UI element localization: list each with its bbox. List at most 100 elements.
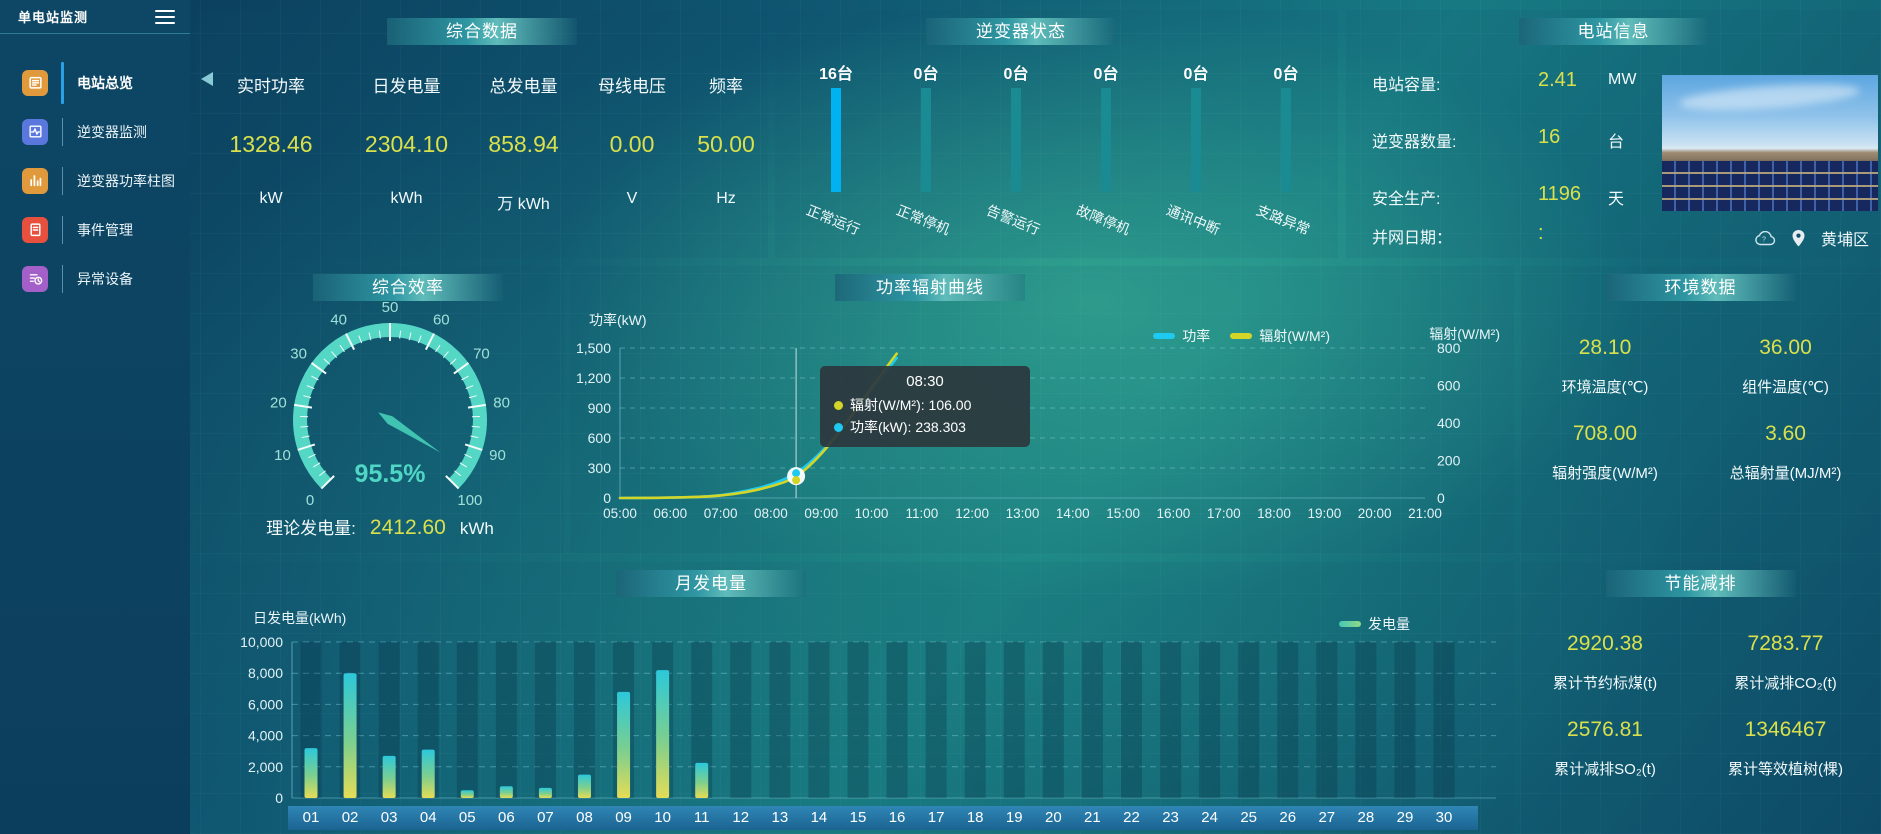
panel-title-efficiency: 综合效率 bbox=[313, 274, 503, 301]
station-photo bbox=[1662, 75, 1878, 211]
inverter-status-label: 正常运行 bbox=[804, 201, 863, 238]
panel-title-monthly-generation: 月发电量 bbox=[616, 570, 806, 597]
inverter-status-column[interactable]: 0台通讯中断 bbox=[1151, 60, 1241, 238]
legend-item[interactable]: 辐射(W/M²) bbox=[1230, 326, 1330, 346]
metric-value: 36.00 bbox=[1759, 336, 1812, 359]
metric-label: 总辐射量(MJ/M²) bbox=[1729, 465, 1842, 482]
theory-generation-unit: kWh bbox=[459, 519, 494, 538]
svg-text:2,000: 2,000 bbox=[248, 759, 283, 775]
inverter-monitor-icon bbox=[22, 118, 48, 145]
x-axis-day-label: 03 bbox=[380, 809, 398, 826]
svg-text:10:00: 10:00 bbox=[855, 506, 889, 521]
inverter-status-bar bbox=[1101, 88, 1111, 192]
inverter-power-bars-icon bbox=[22, 167, 48, 194]
app-title: 单电站监测 bbox=[18, 10, 89, 25]
svg-text:15:00: 15:00 bbox=[1106, 506, 1140, 521]
summary-metric-unit: kWh bbox=[390, 190, 423, 207]
tooltip-series-dot bbox=[834, 422, 843, 432]
location-pin-icon[interactable] bbox=[1792, 229, 1805, 247]
metric-value: 2920.38 bbox=[1567, 632, 1643, 655]
svg-text:30: 30 bbox=[290, 346, 307, 363]
summary-metric-unit: V bbox=[626, 190, 638, 207]
inverter-status-bar bbox=[1191, 88, 1201, 192]
collapse-sidebar-arrow[interactable] bbox=[201, 72, 213, 86]
metric-cell: 36.00 组件温度(℃) bbox=[1690, 336, 1881, 422]
efficiency-gauge-chart[interactable]: 0 10 20 30 40 50 60 70 80 90 100 95.5% bbox=[196, 294, 564, 534]
legend-swatch bbox=[1230, 333, 1253, 339]
station-info-row: 逆变器数量: 16 台 bbox=[1346, 126, 1881, 154]
panel-summary: 综合数据 实时功率 1328.46 kW 日发电量 2304.10 kWh 总发电量 858.… bbox=[196, 10, 768, 258]
monthly-legend[interactable]: 发电量 bbox=[1339, 614, 1410, 634]
inverter-count-label: 0台 bbox=[913, 66, 939, 83]
svg-text:90: 90 bbox=[489, 447, 506, 464]
environment-metrics: 28.10 环境温度(℃) 36.00 组件温度(℃) 708.00 辐射强度(W/M²)… bbox=[1520, 336, 1881, 508]
station-info-row: 安全生产: 1196 天 bbox=[1346, 183, 1881, 211]
x-axis-day-label: 20 bbox=[1044, 809, 1062, 826]
svg-text:50: 50 bbox=[382, 299, 399, 316]
svg-text:8,000: 8,000 bbox=[248, 665, 283, 681]
svg-text:600: 600 bbox=[588, 430, 612, 446]
station-info-label: 逆变器数量: bbox=[1372, 134, 1457, 151]
inverter-status-column[interactable]: 0台 正常停机 bbox=[881, 60, 971, 238]
inverter-status-bar bbox=[921, 88, 931, 192]
svg-text:60: 60 bbox=[433, 311, 450, 328]
monthly-generation-bar-chart[interactable]: 0 2,000 4,000 6,000 8,000 10,000 bbox=[196, 562, 1514, 806]
inverter-status-bar bbox=[1011, 88, 1021, 192]
sidebar-item[interactable]: 电站总览 bbox=[0, 58, 190, 107]
svg-text:70: 70 bbox=[473, 346, 490, 363]
summary-metric-label: 母线电压 bbox=[598, 77, 666, 96]
svg-text:0: 0 bbox=[275, 790, 283, 806]
sidebar-item[interactable]: 逆变器功率柱图 bbox=[0, 156, 190, 205]
station-info-value: 2.41 bbox=[1538, 69, 1577, 91]
sidebar-item[interactable]: 逆变器监测 bbox=[0, 107, 190, 156]
sidebar-item-label: 逆变器功率柱图 bbox=[77, 172, 175, 189]
sidebar-item-indicator bbox=[62, 264, 63, 293]
datazoom-slider[interactable]: 01 02 03 04 05 06 07 08 09 10 11 12 13 14 15 16 17 18 19 20… bbox=[288, 806, 1478, 830]
svg-text:80: 80 bbox=[493, 394, 510, 411]
panel-power-curve: 功率辐射曲线 功率(kW) 辐射(W/M²) 功率 辐射(W/M²) 0 300 60… bbox=[570, 266, 1514, 554]
svg-text:6,000: 6,000 bbox=[248, 696, 283, 712]
inverter-status-column[interactable]: 0台 故障停机 bbox=[1061, 60, 1151, 238]
abnormal-device-icon bbox=[22, 265, 48, 292]
svg-text:09:00: 09:00 bbox=[804, 506, 838, 521]
panel-title-power-curve: 功率辐射曲线 bbox=[835, 274, 1025, 301]
sidebar-item-label: 异常设备 bbox=[77, 270, 133, 287]
summary-metric-value: 2304.10 bbox=[364, 131, 449, 157]
svg-text:11:00: 11:00 bbox=[905, 506, 938, 521]
inverter-status-label: 通讯中断 bbox=[1164, 201, 1223, 238]
sidebar-item[interactable]: 异常设备 bbox=[0, 254, 190, 303]
power-curve-legend: 功率 辐射(W/M²) bbox=[1153, 326, 1330, 346]
svg-text:10: 10 bbox=[274, 447, 291, 464]
x-axis-day-label: 27 bbox=[1318, 809, 1336, 826]
panel-energy-saving: 节能减排 2920.38 累计节约标煤(t) 7283.77 累计减排CO₂(t) 25… bbox=[1520, 562, 1881, 834]
inverter-status-column[interactable]: 16台 正常运行 bbox=[791, 60, 881, 238]
summary-metric-unit: Hz bbox=[716, 190, 736, 207]
legend-item-label: 辐射(W/M²) bbox=[1259, 328, 1330, 344]
legend-item[interactable]: 功率 bbox=[1153, 326, 1210, 346]
summary-metric-value: 0.00 bbox=[609, 131, 655, 157]
summary-metric: 实时功率 1328.46 kW bbox=[196, 10, 346, 214]
panel-environment: 环境数据 28.10 环境温度(℃) 36.00 组件温度(℃) 708.00 辐射强度(… bbox=[1520, 266, 1881, 554]
weather-cloud-icon[interactable]: ? bbox=[1754, 230, 1776, 246]
overview-icon bbox=[22, 69, 48, 96]
metric-value: 2576.81 bbox=[1567, 718, 1643, 741]
svg-text:300: 300 bbox=[588, 460, 612, 476]
svg-text:17:00: 17:00 bbox=[1207, 506, 1241, 521]
inverter-count-label: 0台 bbox=[1183, 66, 1209, 83]
summary-metric-value: 858.94 bbox=[488, 131, 559, 157]
power-radiation-line-chart[interactable]: 0 300 600 900 1,200 1,500 0 200 400 600 800 05:00 06… bbox=[570, 266, 1514, 554]
menu-toggle-icon[interactable] bbox=[152, 7, 178, 27]
svg-text:200: 200 bbox=[1437, 453, 1461, 469]
sidebar-item-indicator bbox=[62, 117, 63, 146]
inverter-status-column[interactable]: 0台 支路异常 bbox=[1241, 60, 1331, 238]
sidebar-item-label: 事件管理 bbox=[77, 221, 133, 238]
sidebar-item[interactable]: 事件管理 bbox=[0, 205, 190, 254]
station-info-row: 电站容量: 2.41 MW bbox=[1346, 69, 1881, 97]
tooltip-row-text: 功率(kW): 238.303 bbox=[850, 419, 966, 435]
summary-metric: 总发电量 858.94 万 kWh bbox=[467, 10, 580, 214]
power-axis-name: 功率(kW) bbox=[589, 312, 647, 328]
svg-text:14:00: 14:00 bbox=[1056, 506, 1090, 521]
sidebar-item-indicator bbox=[62, 166, 63, 195]
inverter-status-column[interactable]: 0台 告警运行 bbox=[971, 60, 1061, 238]
